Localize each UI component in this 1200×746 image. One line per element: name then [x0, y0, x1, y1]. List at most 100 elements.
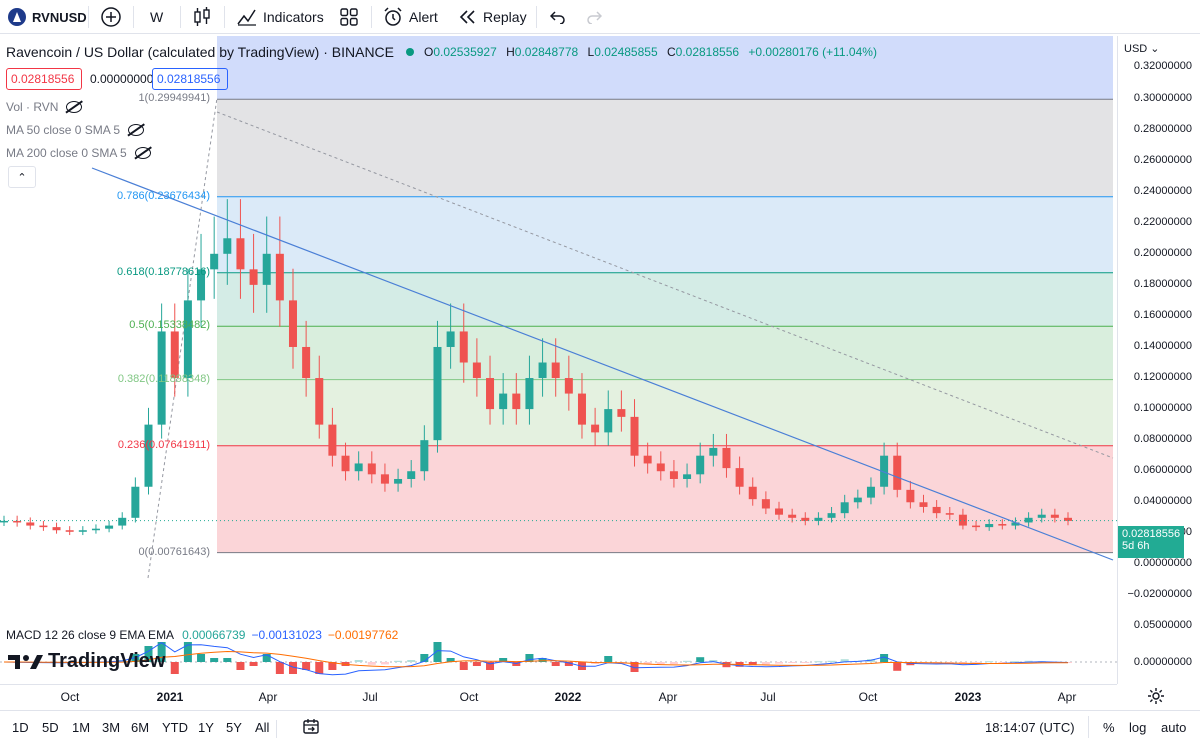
indicator-volume[interactable]: Vol · RVN	[6, 100, 83, 114]
indicator-ma50[interactable]: MA 50 close 0 SMA 5	[6, 123, 145, 137]
range-button-all[interactable]: All	[255, 720, 270, 735]
bottom-toolbar	[0, 710, 1200, 746]
candle-body	[1050, 514, 1059, 518]
eye-off-icon[interactable]	[128, 124, 145, 136]
macd-histogram-bar	[223, 658, 232, 662]
indicators-button[interactable]: Indicators	[237, 0, 324, 34]
candle-body	[683, 474, 692, 479]
macd-histogram-bar	[761, 662, 770, 665]
bar-countdown: 5d 6h	[1122, 540, 1150, 552]
currency-selector[interactable]: USD ⌄	[1124, 42, 1160, 55]
undo-button[interactable]	[550, 0, 566, 34]
range-button-ytd[interactable]: YTD	[162, 720, 188, 735]
price-axis[interactable]: USD ⌄ 0.05000000 0.00000000 0.32000000 0.…	[1117, 36, 1200, 684]
macd-histogram-bar	[380, 662, 389, 665]
macd-histogram-bar	[801, 662, 810, 663]
macd-label: MACD 12 26 close 9 EMA EMA	[6, 628, 175, 642]
redo-button[interactable]	[586, 0, 602, 34]
macd-histogram-bar	[945, 662, 954, 663]
candle-body	[866, 486, 875, 498]
collapse-legend-button[interactable]: ⌃	[8, 166, 36, 188]
interval-button[interactable]: W	[150, 0, 163, 34]
range-button-1y[interactable]: 1Y	[198, 720, 214, 735]
eye-off-icon[interactable]	[66, 101, 83, 113]
eye-off-icon[interactable]	[134, 147, 151, 159]
alert-button[interactable]: Alert	[383, 0, 438, 34]
macd-histogram-bar	[394, 660, 403, 662]
buy-price-box[interactable]: 0.02818556	[152, 68, 228, 90]
sell-price-box[interactable]: 0.02818556	[6, 68, 82, 90]
low-key: L	[587, 45, 595, 59]
macd-histogram-bar	[499, 658, 508, 662]
candle-body	[1011, 522, 1020, 526]
fib-trend-dashed-line	[216, 111, 1114, 459]
layout-templates-button[interactable]	[340, 0, 358, 34]
candle-body	[328, 424, 337, 456]
goto-date-button[interactable]	[302, 718, 320, 741]
replay-label: Replay	[483, 9, 527, 25]
candle-body	[302, 346, 311, 379]
current-price-tag: 0.02818556 5d 6h	[1118, 526, 1184, 558]
auto-scale-button[interactable]: auto	[1161, 720, 1187, 735]
candle-body	[118, 517, 127, 526]
range-button-6m[interactable]: 6M	[131, 720, 150, 735]
macd-histogram-bar	[696, 657, 705, 662]
macd-histogram-bar	[656, 662, 665, 664]
fib-band	[217, 196, 1113, 273]
macd-histogram-bar	[170, 662, 179, 674]
tradingview-brand[interactable]: TradingView	[8, 650, 165, 673]
candle-body	[472, 362, 481, 379]
time-axis[interactable]	[0, 684, 1117, 711]
candle-body	[709, 447, 718, 456]
undo-icon	[550, 11, 565, 24]
candle-body	[827, 513, 836, 518]
range-button-5d[interactable]: 5D	[42, 720, 59, 735]
compare-symbol-button[interactable]	[100, 0, 122, 34]
candle-body	[604, 409, 613, 433]
price-chart[interactable]	[0, 36, 1117, 618]
log-scale-button[interactable]: log	[1129, 720, 1147, 735]
clock-timezone[interactable]: 18:14:07 (UTC)	[985, 720, 1075, 735]
candle-body	[262, 253, 271, 285]
range-button-5y[interactable]: 5Y	[226, 720, 242, 735]
candle-body	[564, 378, 573, 394]
toolbar-divider	[276, 720, 277, 738]
fib-band	[217, 99, 1113, 197]
macd-signal-line	[4, 650, 1068, 668]
range-button-1d[interactable]: 1D	[12, 720, 29, 735]
candle-body	[78, 530, 87, 532]
candle-body	[932, 506, 941, 514]
candle-body	[39, 525, 48, 528]
candle-body	[972, 525, 981, 528]
range-button-3m[interactable]: 3M	[102, 720, 121, 735]
macd-histogram-bar	[486, 662, 495, 670]
indicator-ma200[interactable]: MA 200 close 0 SMA 5	[6, 146, 151, 160]
chart-type-button[interactable]	[193, 0, 211, 34]
price-axis-tick: 0.08000000	[1133, 433, 1192, 446]
replay-button[interactable]: Replay	[459, 0, 527, 34]
symbol-search-button[interactable]: RVNUSD	[8, 0, 87, 34]
macd-histogram-bar	[775, 662, 784, 664]
percent-scale-button[interactable]: %	[1103, 720, 1115, 735]
price-axis-tick: 0.18000000	[1133, 277, 1192, 290]
candle-body	[249, 269, 258, 285]
macd-axis-mid: 0.00000000	[1133, 656, 1192, 668]
toolbar-divider	[1088, 716, 1089, 738]
candle-body	[91, 528, 100, 531]
candle-body	[275, 253, 284, 301]
macd-histogram-bar	[1024, 660, 1033, 662]
chart-settings-button[interactable]	[1147, 687, 1165, 710]
macd-histogram-bar	[354, 660, 363, 662]
candle-body	[197, 269, 206, 301]
macd-histogram-bar	[210, 658, 219, 662]
macd-legend: MACD 12 26 close 9 EMA EMA 0.00066739 −0…	[6, 628, 398, 642]
ohlc-values: O0.02535927 H0.02848778 L0.02485855 C0.0…	[424, 45, 883, 59]
candle-body	[669, 471, 678, 479]
candle-body	[538, 362, 547, 379]
candle-body	[394, 478, 403, 484]
macd-histogram-bar	[472, 662, 481, 666]
fib-band	[217, 326, 1113, 380]
candle-body	[880, 455, 889, 487]
range-button-1m[interactable]: 1M	[72, 720, 91, 735]
macd-histogram-bar	[998, 662, 1007, 663]
